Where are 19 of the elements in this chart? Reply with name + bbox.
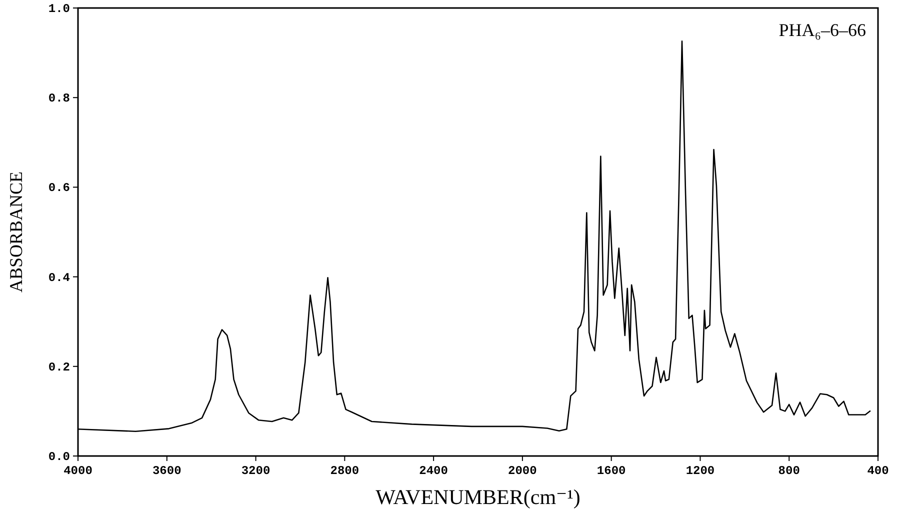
x-tick-label: 3200 (241, 464, 270, 478)
x-tick-label: 1600 (596, 464, 626, 478)
x-tick-label: 800 (778, 464, 800, 478)
x-tick-label: 4000 (64, 464, 92, 478)
y-tick-label: 0.0 (48, 450, 70, 464)
x-tick-label: 2000 (508, 464, 537, 478)
y-tick-label: 1.0 (48, 2, 70, 16)
y-tick-label: 0.2 (48, 360, 70, 374)
x-tick-label: 1200 (686, 464, 715, 478)
y-axis-title: ABSORBANCE (6, 171, 26, 293)
x-axis-title: WAVENUMBER(cm⁻¹) (376, 485, 580, 509)
annotation: PHA₆–6–66 (778, 20, 866, 40)
y-tick-label: 0.6 (48, 181, 70, 196)
x-tick-label: 2800 (330, 464, 360, 478)
x-tick-label: 2400 (419, 464, 448, 478)
x-tick-label: 400 (867, 464, 889, 478)
x-tick-label: 3600 (152, 464, 182, 478)
y-tick-label: 0.8 (48, 92, 70, 106)
y-tick-label: 0.4 (48, 270, 70, 285)
